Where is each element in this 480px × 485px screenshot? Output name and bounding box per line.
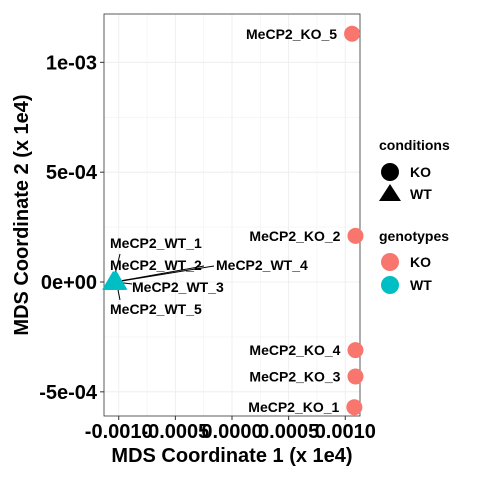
point-label: MeCP2_KO_5: [246, 26, 337, 42]
legend-triangle-icon: [379, 184, 401, 201]
point-label: MeCP2_WT_5: [110, 301, 202, 317]
x-tick-label: -0.0005: [141, 421, 209, 443]
legend-item-ko: KO: [410, 254, 431, 270]
legend-item-ko: KO: [410, 164, 431, 180]
y-axis-title: MDS Coordinate 2 (x 1e4): [11, 94, 33, 335]
point-label: MeCP2_KO_1: [248, 399, 339, 415]
point-label: MeCP2_WT_2: [110, 257, 202, 273]
y-tick-label: -5e-04: [39, 382, 98, 404]
point-label: MeCP2_WT_1: [110, 235, 202, 251]
y-tick-label: 5e-04: [46, 162, 98, 184]
ko-circle-point: [347, 342, 364, 359]
legend-title-genotypes: genotypes: [379, 228, 449, 244]
legend-item-wt: WT: [410, 186, 432, 202]
label-connector: [115, 265, 215, 283]
legend-title-conditions: conditions: [379, 137, 450, 153]
legend-wt-color-icon: [381, 276, 399, 294]
y-tick-label: 0e+00: [41, 272, 97, 294]
ko-circle-point: [346, 399, 363, 416]
legend-ko-color-icon: [381, 253, 399, 271]
ko-circle-point: [347, 227, 364, 244]
x-tick-label: 0.0010: [315, 421, 376, 443]
x-tick-label: -0.0010: [85, 421, 153, 443]
wt-triangle-point: [105, 271, 128, 290]
legend-circle-icon: [381, 163, 399, 181]
x-tick-label: 0.0005: [258, 421, 319, 443]
x-axis-title: MDS Coordinate 1 (x 1e4): [111, 445, 352, 467]
ko-circle-point: [347, 368, 364, 385]
y-tick-label: 1e-03: [46, 52, 97, 74]
point-label: MeCP2_KO_4: [249, 342, 340, 358]
point-label: MeCP2_WT_3: [132, 279, 224, 295]
ko-circle-point: [344, 25, 361, 42]
legend: conditions KO WT genotypes KO WT: [379, 137, 450, 294]
x-tick-label: 0.0000: [201, 421, 262, 443]
point-label: MeCP2_WT_4: [216, 257, 308, 273]
legend-item-wt: WT: [410, 277, 432, 293]
point-label: MeCP2_KO_2: [249, 228, 340, 244]
point-label: MeCP2_KO_3: [249, 368, 340, 384]
